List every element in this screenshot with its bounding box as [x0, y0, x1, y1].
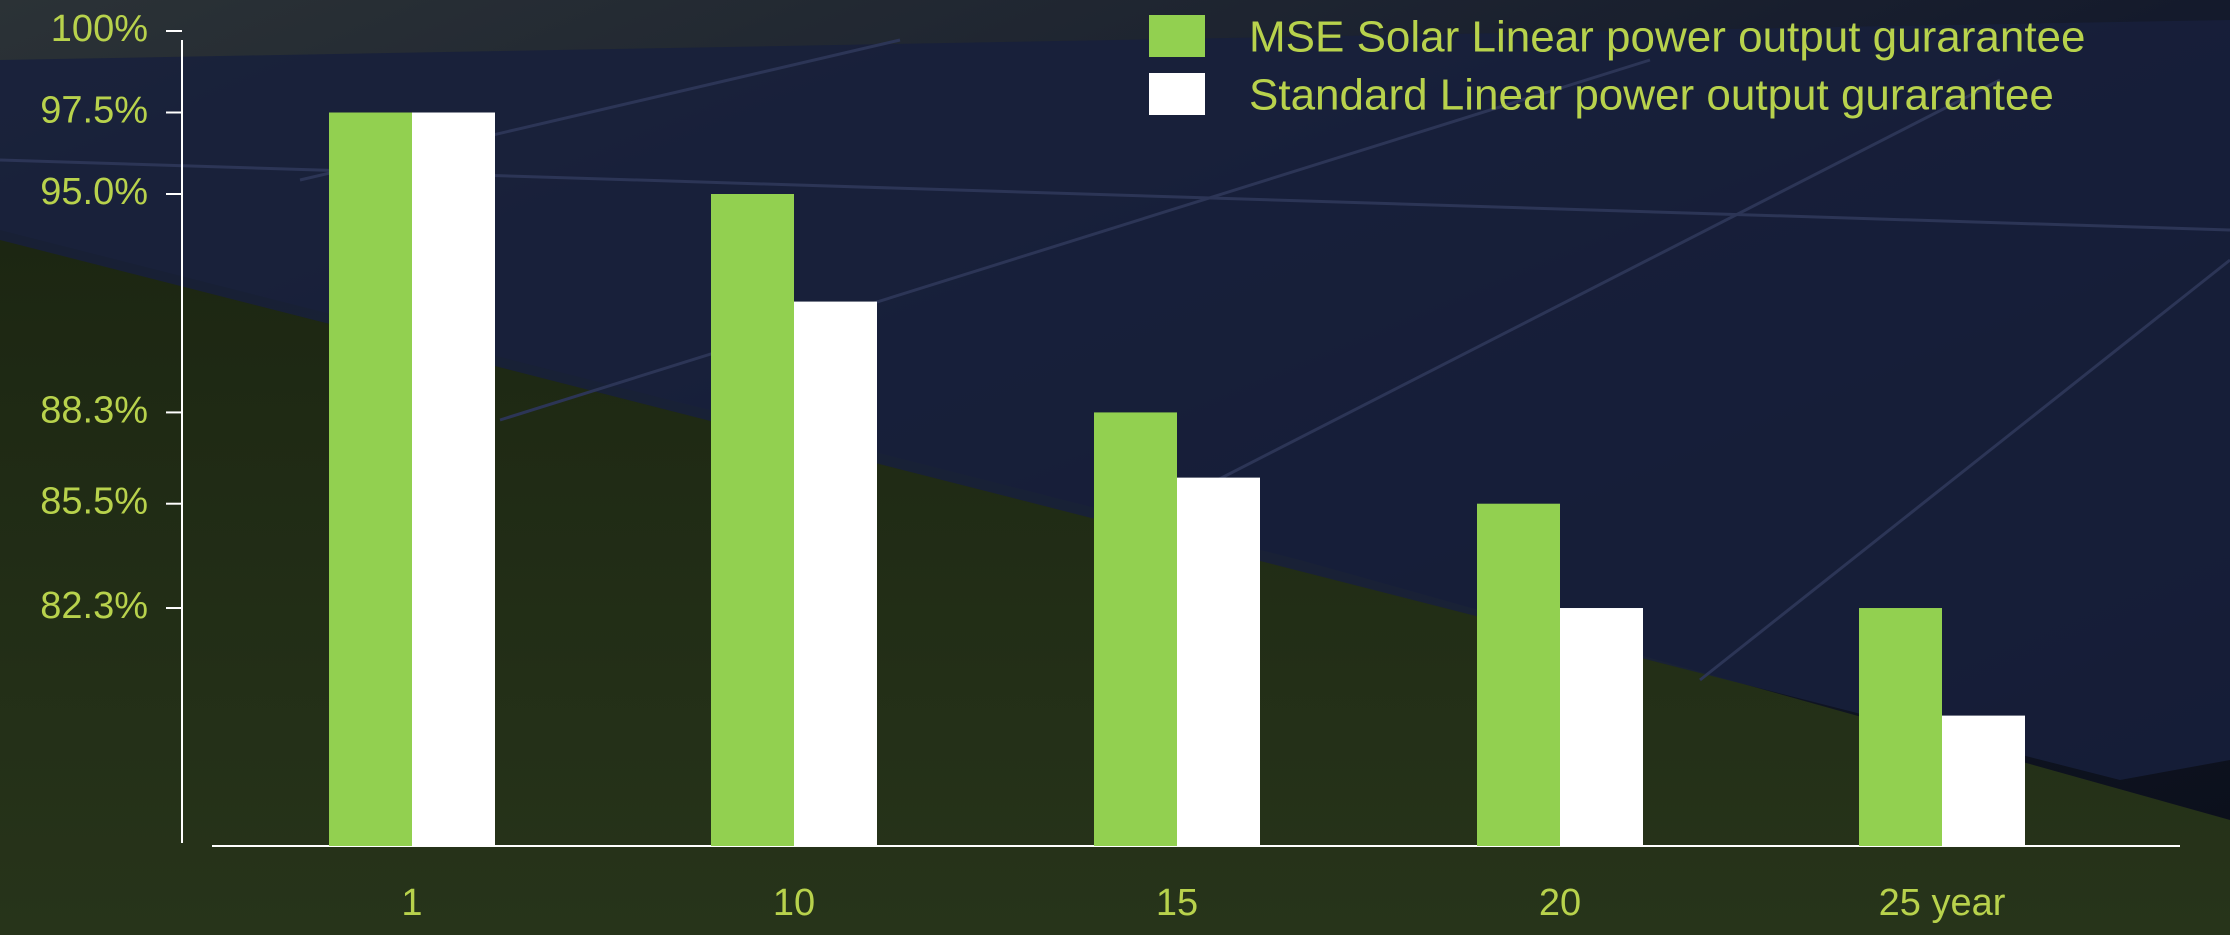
- legend-swatch: [1149, 73, 1205, 115]
- x-tick-label: 1: [401, 882, 422, 924]
- bar: [794, 301, 877, 847]
- bar: [711, 194, 794, 846]
- bar: [1560, 608, 1643, 846]
- legend-label: MSE Solar Linear power output gurarantee: [1249, 13, 2086, 62]
- bar: [1477, 503, 1560, 846]
- x-tick-label: 20: [1539, 882, 1581, 924]
- y-tick-label: 85.5%: [40, 481, 148, 523]
- legend-swatch: [1149, 15, 1205, 57]
- bar: [1942, 715, 2025, 846]
- y-tick-label: 82.3%: [40, 585, 148, 627]
- y-tick-label: 97.5%: [40, 90, 148, 132]
- bar: [1859, 608, 1942, 846]
- x-tick-label: 15: [1156, 882, 1198, 924]
- y-tick-label: 88.3%: [40, 389, 148, 431]
- y-tick-label: 95.0%: [40, 171, 148, 213]
- x-tick-label: 25 year: [1879, 882, 2006, 924]
- legend-label: Standard Linear power output gurarantee: [1249, 71, 2054, 120]
- bar: [412, 112, 495, 846]
- background-panels: [0, 20, 2230, 780]
- y-tick-label: 100%: [51, 8, 148, 50]
- x-tick-label: 10: [773, 882, 815, 924]
- bar: [329, 112, 412, 846]
- bar: [1094, 412, 1177, 846]
- bar: [1177, 477, 1260, 846]
